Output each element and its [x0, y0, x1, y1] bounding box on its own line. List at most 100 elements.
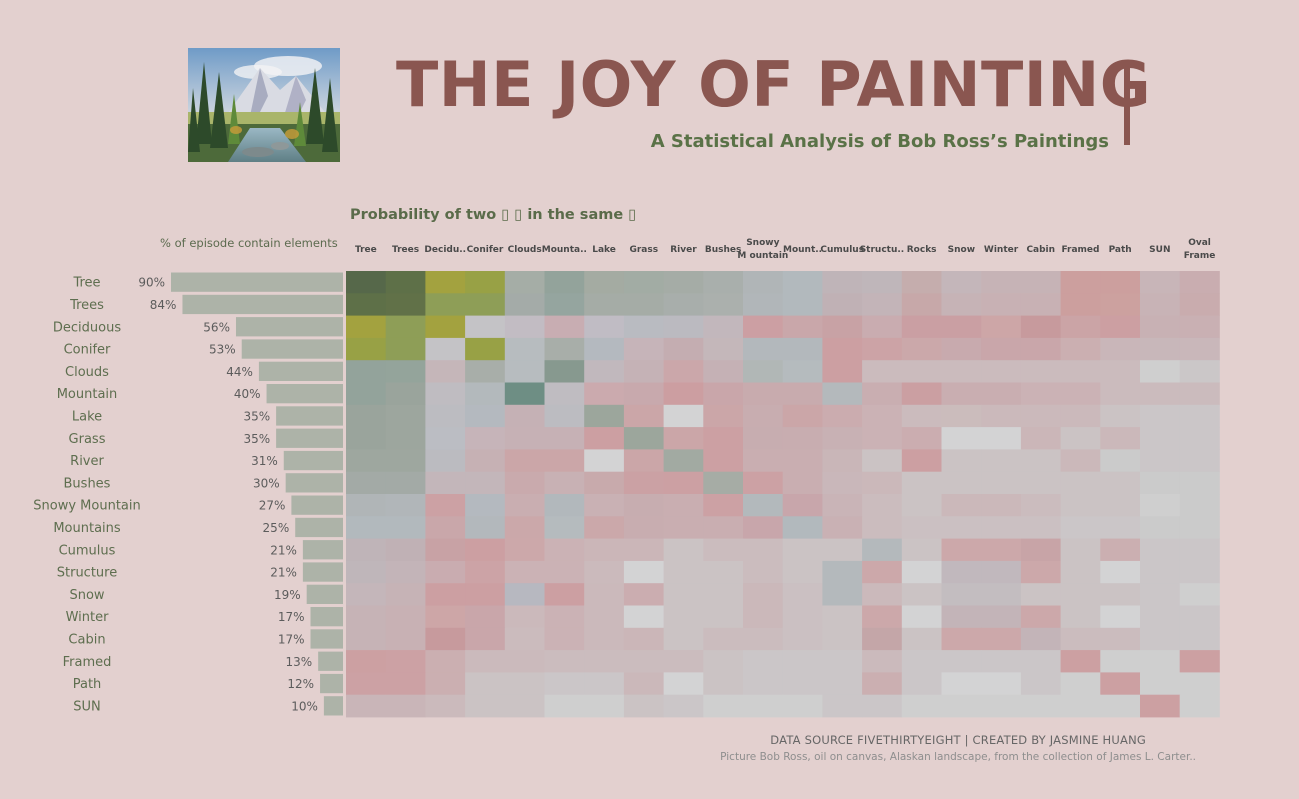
heatmap-cell — [1100, 672, 1141, 696]
heatmap-cell — [385, 404, 426, 428]
heatmap-cell — [1020, 494, 1061, 517]
heatmap-cell — [941, 538, 982, 562]
heatmap-cell — [465, 538, 506, 562]
heatmap-cell — [663, 360, 704, 383]
row-label: Lake — [72, 409, 102, 424]
heatmap-cell — [504, 449, 545, 473]
heatmap-cell — [822, 382, 863, 406]
heatmap-cell — [1060, 337, 1101, 361]
heatmap-cell — [743, 560, 784, 584]
heatmap-cell — [822, 471, 863, 495]
column-label: Decidu.. — [424, 245, 466, 255]
bar-value-label: 31% — [251, 454, 278, 468]
heatmap-cell — [862, 672, 903, 696]
heatmap-cell — [1060, 650, 1101, 673]
heatmap-cell — [544, 627, 585, 651]
heatmap-cell — [1140, 694, 1181, 718]
heatmap-cell — [1179, 315, 1220, 339]
heatmap-cell — [1100, 494, 1141, 517]
heatmap-cell — [1100, 605, 1141, 629]
heatmap-cell — [623, 627, 664, 651]
heatmap-cell — [1140, 449, 1181, 473]
heatmap-cell — [584, 627, 625, 651]
heatmap-cell — [743, 494, 784, 517]
heatmap-cell — [465, 672, 506, 696]
heatmap-cell — [1020, 650, 1061, 673]
column-label: Path — [1109, 245, 1132, 255]
heatmap-cell — [981, 271, 1022, 294]
heatmap-cell — [544, 293, 585, 316]
heatmap-cell — [346, 694, 387, 718]
heatmap-cell — [981, 583, 1022, 606]
heatmap-cell — [1179, 471, 1220, 495]
heatmap-cell — [901, 360, 942, 383]
heatmap-cell — [465, 516, 506, 539]
heatmap-cell — [425, 360, 466, 383]
heatmap-cell — [1100, 471, 1141, 495]
heatmap-cell — [584, 471, 625, 495]
row-label: SUN — [73, 699, 101, 714]
heatmap-cell — [385, 382, 426, 406]
column-label: Structu.. — [860, 245, 905, 255]
heatmap-cell — [623, 293, 664, 316]
heatmap-cell — [941, 516, 982, 539]
column-label: Trees — [392, 245, 419, 255]
heatmap-cell — [1100, 538, 1141, 562]
heatmap-cell — [703, 427, 744, 450]
heatmap-cell — [544, 271, 585, 294]
heatmap-cell — [425, 538, 466, 562]
heatmap-cell — [584, 694, 625, 718]
heatmap-cell — [1020, 293, 1061, 316]
heatmap-cell — [1060, 494, 1101, 517]
row-label: Trees — [69, 298, 104, 313]
heatmap-cell — [703, 560, 744, 584]
bob-ross-painting — [188, 48, 340, 162]
heatmap-cell — [1100, 516, 1141, 539]
heatmap-cell — [465, 449, 506, 473]
heatmap-cell — [862, 538, 903, 562]
heatmap-cell — [1020, 404, 1061, 428]
heatmap-cell — [465, 271, 506, 294]
heatmap-cell — [782, 315, 823, 339]
column-label: River — [670, 245, 697, 255]
heatmap-cell — [465, 694, 506, 718]
heatmap-cell — [862, 293, 903, 316]
heatmap-cell — [1140, 560, 1181, 584]
heatmap-cell — [1020, 449, 1061, 473]
heatmap-cell — [1060, 694, 1101, 718]
heatmap-cell — [981, 605, 1022, 629]
heatmap-cell — [743, 404, 784, 428]
heatmap-cell — [743, 516, 784, 539]
heatmap-cell — [1060, 672, 1101, 696]
heatmap-cell — [1140, 293, 1181, 316]
heatmap-cell — [703, 404, 744, 428]
heatmap-cell — [1140, 538, 1181, 562]
heatmap-cell — [981, 516, 1022, 539]
heatmap-cell — [346, 360, 387, 383]
heatmap-cell — [901, 293, 942, 316]
heatmap-cell — [623, 449, 664, 473]
heatmap-cell — [703, 271, 744, 294]
heatmap-cell — [425, 471, 466, 495]
heatmap-cell — [504, 427, 545, 450]
heatmap-cell — [743, 605, 784, 629]
heatmap-cell — [1140, 672, 1181, 696]
heatmap-cell — [1100, 293, 1141, 316]
heatmap-cell — [544, 382, 585, 406]
heatmap-cell — [1020, 694, 1061, 718]
bar-value-label: 90% — [138, 276, 165, 290]
heatmap-cell — [1060, 271, 1101, 294]
heatmap-cell — [941, 293, 982, 316]
heatmap-cell — [623, 583, 664, 606]
heatmap-cell — [385, 337, 426, 361]
heatmap-cell — [981, 404, 1022, 428]
heatmap-cell — [1020, 382, 1061, 406]
column-label: Cabin — [1026, 245, 1055, 255]
bar — [276, 406, 343, 426]
heatmap-cell — [1020, 583, 1061, 606]
heatmap-cell — [901, 627, 942, 651]
heatmap-cell — [385, 427, 426, 450]
heatmap-cell — [1179, 583, 1220, 606]
heatmap-cell — [1020, 271, 1061, 294]
bar-value-label: 44% — [226, 365, 253, 379]
